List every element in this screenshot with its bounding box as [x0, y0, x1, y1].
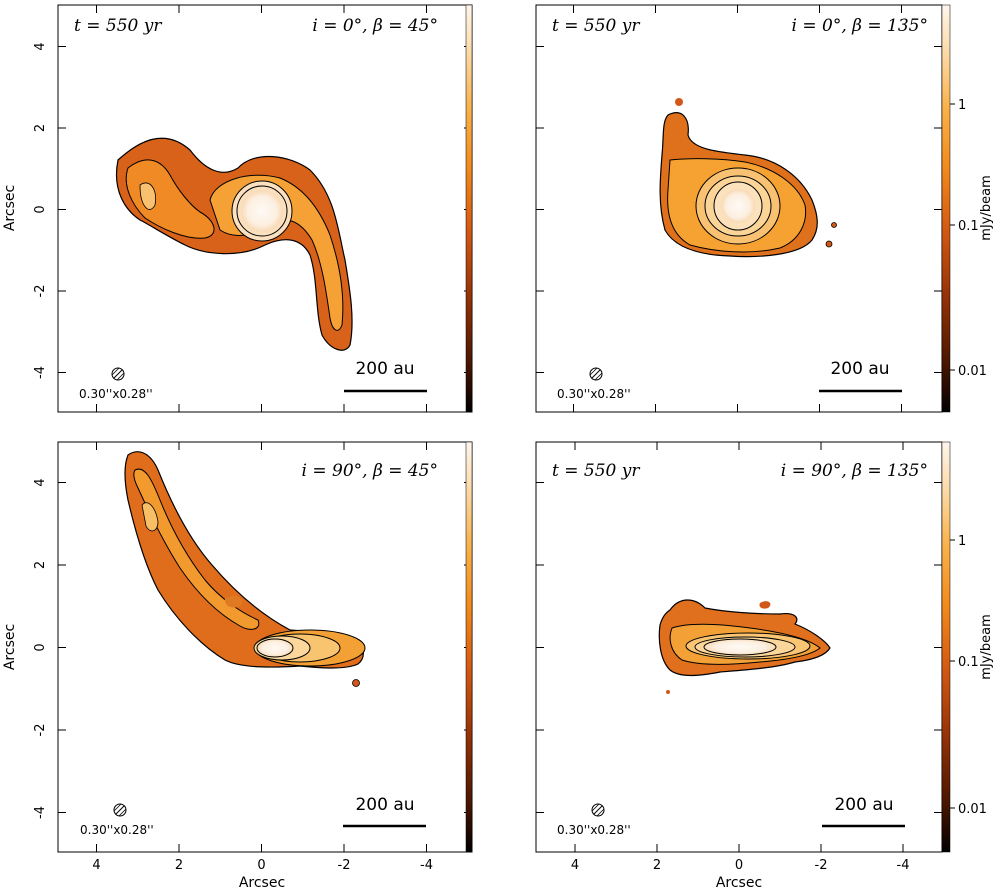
y-axis-title: Arcsec	[2, 624, 18, 670]
panel-bottom-left: 4 2 0 -2 -4 4 2 0 -2 -4 Arcsec Arcsec i …	[2, 441, 473, 891]
y-tick-label: -2	[33, 285, 48, 298]
panel-time-label: t = 550 yr	[552, 461, 640, 481]
colorbar-gradient	[465, 4, 473, 413]
x-tick-label: -4	[897, 858, 910, 873]
colorbar-tick-label: 1	[958, 534, 966, 549]
x-tick-label: 2	[175, 858, 183, 873]
colorbar-tick-label: 0.1	[958, 655, 979, 670]
y-tick-labels-top-left: 4 2 0 -2 -4	[33, 42, 48, 379]
colorbar-gradient	[465, 441, 473, 853]
x-axis-title: Arcsec	[239, 875, 285, 891]
x-tick-label: 4	[92, 858, 100, 873]
y-tick-label: 0	[33, 643, 48, 651]
y-tick-label: 0	[33, 205, 48, 213]
panel-params-label: i = 0°, β = 135°	[792, 16, 928, 36]
y-tick-label: -4	[33, 806, 48, 819]
beam-size-label: 0.30''x0.28''	[80, 823, 154, 837]
panel-top-left: 4 2 0 -2 -4 Arcsec t = 550 yr i = 0°, β …	[2, 4, 473, 413]
y-tick-label: 2	[33, 124, 48, 132]
x-tick-label: 0	[257, 858, 265, 873]
panel-params-label: i = 90°, β = 45°	[302, 461, 438, 481]
colorbar-tick-label: 0.1	[958, 219, 979, 234]
x-tick-label: 4	[571, 858, 579, 873]
y-tick-label: 2	[33, 561, 48, 569]
scale-bar-label: 200 au	[355, 359, 414, 379]
x-tick-label: -4	[420, 858, 433, 873]
beam-ellipse-bottom-right	[591, 803, 605, 817]
panel-params-label: i = 0°, β = 45°	[312, 16, 438, 36]
x-tick-labels-bottom-left: 4 2 0 -2 -4	[92, 858, 433, 873]
emission-bottom-left	[124, 451, 366, 687]
axis-ticks-top-right	[536, 5, 942, 412]
panel-params-label: i = 90°, β = 135°	[781, 461, 928, 481]
colorbar-ticks	[950, 539, 955, 809]
beam-ellipse-top-right	[589, 367, 603, 381]
y-tick-label: 4	[33, 478, 48, 486]
beam-ellipse-top-left	[111, 367, 125, 381]
emission-top-right	[659, 98, 837, 258]
x-tick-label: 2	[653, 858, 661, 873]
y-tick-label: -2	[33, 724, 48, 737]
colorbar-tick-label: 0.01	[958, 364, 987, 379]
colorbar-top: 1 0.1 0.01 mJy/beam	[465, 4, 994, 413]
colorbar-bottom: 1 0.1 0.01 mJy/beam	[465, 441, 994, 853]
x-axis-title: Arcsec	[716, 875, 762, 891]
panel-bottom-right: 4 2 0 -2 -4 Arcsec t = 550 yr i = 90°, β…	[535, 441, 943, 891]
colorbar-title: mJy/beam	[979, 175, 994, 240]
beam-size-label: 0.30''x0.28''	[79, 387, 153, 401]
colorbar-title: mJy/beam	[979, 614, 994, 679]
panel-time-label: t = 550 yr	[74, 16, 162, 36]
colorbar-gradient	[941, 4, 951, 413]
scale-bar-label: 200 au	[834, 795, 893, 815]
panel-time-label: t = 550 yr	[552, 16, 640, 36]
x-tick-labels-bottom-right: 4 2 0 -2 -4	[571, 858, 910, 873]
colorbar-ticks	[950, 103, 955, 371]
colorbar-gradient	[941, 441, 951, 853]
y-tick-label: -4	[33, 366, 48, 379]
x-tick-label: 0	[735, 858, 743, 873]
y-tick-labels-bottom-left: 4 2 0 -2 -4	[33, 478, 48, 819]
scale-bar-label: 200 au	[830, 359, 889, 379]
y-tick-label: 4	[33, 42, 48, 50]
emission-bottom-right	[658, 599, 831, 694]
y-axis-title: Arcsec	[2, 185, 18, 231]
beam-size-label: 0.30''x0.28''	[557, 387, 631, 401]
panel-top-right: t = 550 yr i = 0°, β = 135° 0.30''x0.28'…	[535, 4, 943, 413]
x-tick-label: -2	[338, 858, 351, 873]
beam-ellipse-bottom-left	[113, 803, 127, 817]
emission-top-left	[116, 137, 353, 351]
colorbar-tick-label: 1	[958, 98, 966, 113]
scale-bar-label: 200 au	[355, 795, 414, 815]
colorbar-tick-label: 0.01	[958, 802, 987, 817]
beam-size-label: 0.30''x0.28''	[557, 823, 631, 837]
x-tick-label: -2	[815, 858, 828, 873]
axis-ticks-bottom-right	[536, 442, 942, 852]
